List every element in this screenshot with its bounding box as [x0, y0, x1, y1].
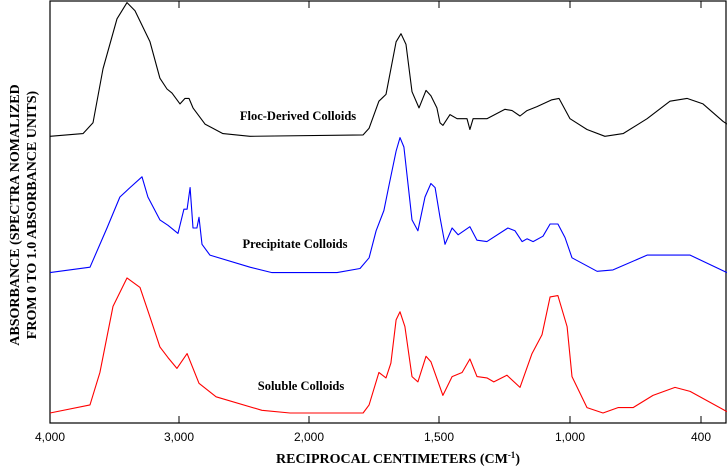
x-axis-title: RECIPROCAL CENTIMETERS (CM-1): [276, 450, 520, 467]
x-axis-ticks: 4,000 3,000 2,000 1,500 1,000 400: [35, 1, 711, 444]
series-label-floc-derived: Floc-Derived Colloids: [240, 109, 356, 123]
series-label-precipitate: Precipitate Colloids: [243, 237, 348, 251]
x-tick-label: 4,000: [35, 430, 65, 444]
series-label-soluble: Soluble Colloids: [258, 379, 345, 393]
spectrum-line-precipitate-colloids: [49, 137, 727, 274]
x-tick-label: 1,500: [424, 430, 454, 444]
plot-frame: [49, 0, 727, 424]
x-tick-label: 3,000: [164, 430, 194, 444]
x-axis-title-text: RECIPROCAL CENTIMETERS (CM: [276, 452, 508, 467]
x-axis-title-close: ): [515, 452, 520, 467]
spectrum-line-soluble-colloids: [49, 277, 727, 414]
spectrum-line-floc-derived-colloids: [49, 2, 727, 137]
y-axis-title-line2: FROM 0 TO 1.0 ABSORBANCE UNITS): [25, 90, 40, 339]
x-tick-label: 400: [691, 430, 711, 444]
series-group: [49, 2, 727, 414]
x-axis-title-superscript: -1: [508, 450, 516, 460]
y-axis-title-line1: ABSORBANCE (SPECTRA NOMALIZED: [8, 84, 23, 345]
y-axis-title: ABSORBANCE (SPECTRA NOMALIZED FROM 0 TO …: [8, 84, 40, 345]
x-tick-label: 1,000: [555, 430, 585, 444]
x-tick-label: 2,000: [294, 430, 324, 444]
